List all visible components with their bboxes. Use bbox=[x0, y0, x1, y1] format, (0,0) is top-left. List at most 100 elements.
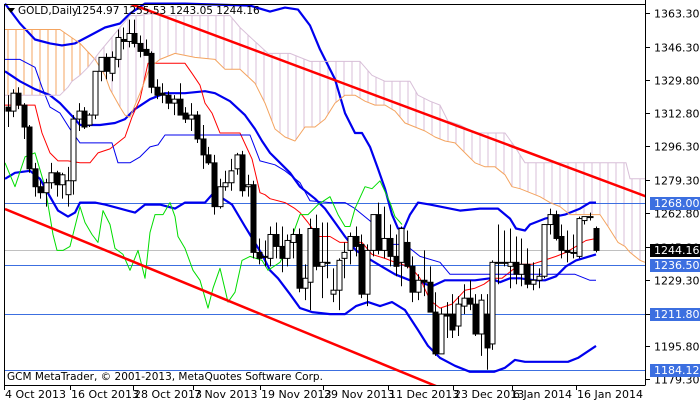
candle bbox=[341, 242, 348, 279]
candle bbox=[501, 230, 508, 267]
candle bbox=[558, 224, 565, 259]
candle bbox=[484, 294, 491, 370]
date-tick-label: 6 Jan 2014 bbox=[513, 388, 572, 401]
candle bbox=[330, 268, 337, 303]
candle bbox=[427, 266, 434, 313]
candle bbox=[205, 146, 212, 165]
candle bbox=[131, 19, 138, 48]
candle bbox=[307, 218, 314, 311]
candle bbox=[165, 91, 172, 110]
candle bbox=[65, 166, 72, 207]
price-tag-label: 1236.50 bbox=[654, 259, 700, 272]
candle bbox=[177, 83, 184, 116]
dropdown-triangle-icon[interactable] bbox=[7, 8, 15, 13]
price-tag bbox=[650, 197, 700, 210]
candle bbox=[336, 258, 343, 311]
date-tick-label: 4 Oct 2013 bbox=[5, 388, 66, 401]
senkou-span-b-line bbox=[5, 13, 645, 180]
candle bbox=[347, 232, 354, 265]
candle bbox=[444, 302, 451, 338]
candle bbox=[387, 224, 394, 267]
candle bbox=[404, 230, 411, 269]
candle bbox=[576, 216, 583, 259]
candle bbox=[37, 180, 44, 199]
candle bbox=[393, 234, 400, 277]
price-tick-label: 1329.80 bbox=[654, 75, 700, 88]
candle bbox=[302, 264, 309, 301]
candle bbox=[15, 87, 22, 110]
indicator-lines bbox=[4, 2, 646, 373]
candle bbox=[513, 236, 520, 285]
candle bbox=[59, 172, 66, 199]
candle bbox=[273, 222, 280, 259]
candle bbox=[234, 152, 241, 175]
date-tick-label: 19 Nov 2013 bbox=[261, 388, 331, 401]
candle bbox=[524, 248, 531, 289]
candle bbox=[370, 214, 377, 257]
candle bbox=[10, 89, 17, 118]
bid-price-tag bbox=[650, 244, 700, 257]
candle bbox=[381, 206, 388, 259]
candle bbox=[137, 35, 144, 58]
candle bbox=[478, 294, 485, 356]
candle bbox=[70, 115, 77, 195]
date-tick-label: 11 Dec 2013 bbox=[389, 388, 459, 401]
price-tag bbox=[650, 259, 700, 272]
candle bbox=[5, 95, 12, 128]
upper-channel-trendline[interactable] bbox=[130, 4, 700, 217]
candle bbox=[324, 222, 331, 279]
candle bbox=[319, 222, 326, 299]
price-tick-label: 1279.30 bbox=[654, 175, 700, 188]
candle bbox=[115, 29, 122, 68]
kijun-sen-line bbox=[5, 58, 596, 281]
candle bbox=[217, 178, 224, 209]
symbol-label: GOLD,Daily bbox=[18, 5, 78, 17]
candle bbox=[375, 202, 382, 255]
candle bbox=[536, 268, 543, 289]
candle bbox=[171, 95, 178, 116]
chikou-line bbox=[4, 152, 403, 309]
candle bbox=[76, 103, 83, 132]
candle bbox=[296, 228, 303, 293]
candle bbox=[409, 256, 416, 303]
candle bbox=[48, 162, 55, 189]
price-tag bbox=[650, 364, 700, 377]
candle bbox=[32, 162, 39, 197]
bollinger-middle-line bbox=[4, 70, 597, 288]
price-tick-label: 1296.30 bbox=[654, 141, 700, 154]
candle bbox=[449, 294, 456, 338]
date-tick-label: 23 Dec 2013 bbox=[454, 388, 524, 401]
candle bbox=[86, 113, 93, 128]
candle bbox=[159, 83, 166, 104]
trendlines[interactable] bbox=[5, 4, 700, 388]
candle bbox=[54, 170, 61, 197]
candle bbox=[154, 79, 161, 100]
candle bbox=[547, 208, 554, 235]
candle bbox=[432, 292, 439, 356]
lower-channel-trendline[interactable] bbox=[5, 207, 440, 388]
candle bbox=[188, 103, 195, 132]
candle bbox=[489, 260, 496, 350]
candle bbox=[530, 262, 537, 291]
date-tick-label: 16 Jan 2014 bbox=[577, 388, 643, 401]
tenkan-sen-line bbox=[5, 62, 597, 309]
candle bbox=[200, 125, 207, 169]
price-tick-label: 1363.30 bbox=[654, 8, 700, 21]
candle bbox=[455, 296, 462, 336]
candle bbox=[222, 170, 229, 191]
price-tag-label: 1268.00 bbox=[654, 197, 700, 210]
horizontal-lines bbox=[5, 203, 645, 371]
candle bbox=[570, 234, 577, 259]
candle bbox=[98, 56, 105, 82]
candle bbox=[43, 178, 50, 207]
bollinger-lower-line bbox=[4, 169, 597, 373]
candle bbox=[581, 216, 588, 225]
chart-title: GOLD,Daily 1254.97 1255.53 1243.05 1244.… bbox=[7, 5, 260, 17]
candle bbox=[398, 226, 405, 287]
senkou-span-a-line bbox=[5, 29, 646, 263]
bollinger-upper-line bbox=[4, 2, 596, 232]
candle bbox=[415, 274, 422, 301]
date-tick-label: 29 Nov 2013 bbox=[324, 388, 394, 401]
